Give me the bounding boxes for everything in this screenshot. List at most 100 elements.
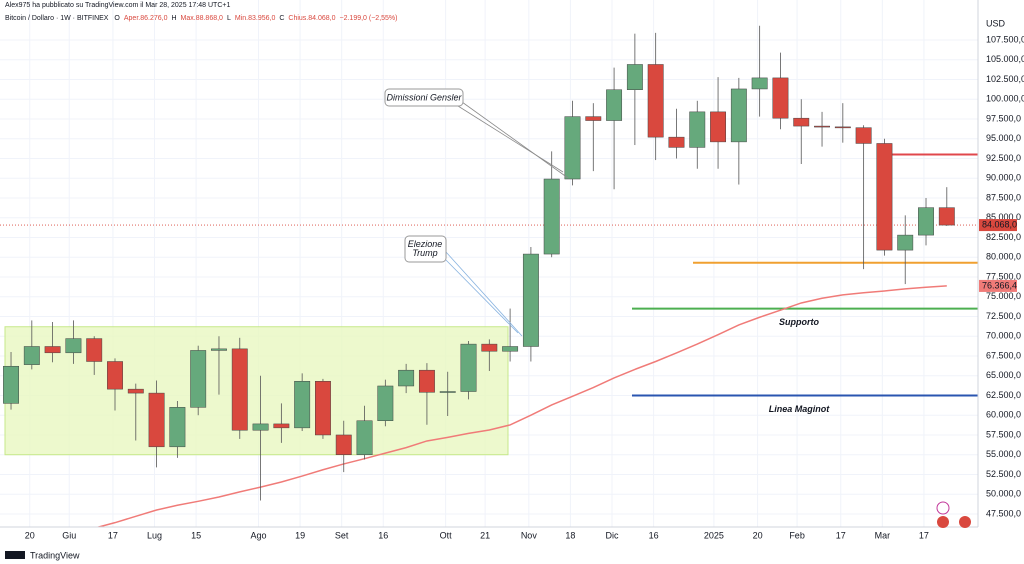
y-tick-label: 85.000,0 [986, 212, 1021, 222]
icon[interactable] [937, 516, 949, 528]
legend-key: H [171, 15, 177, 22]
candle-body [294, 380, 311, 429]
y-tick-label: 67.500,0 [986, 350, 1021, 360]
candle-body [647, 64, 664, 138]
x-tick-label: 17 [108, 530, 118, 540]
candle-body [543, 178, 560, 255]
candle-body [814, 125, 830, 128]
candle-body [481, 343, 498, 352]
x-tick-label: 20 [25, 530, 35, 540]
x-tick-label: Mar [875, 530, 891, 540]
moving-average [95, 285, 947, 527]
legend: Bitcoin / Dollaro · 1W · BITFINEX O Aper.… [5, 15, 402, 22]
y-tick-label: 65.000,0 [986, 370, 1021, 380]
candle-body [148, 392, 165, 448]
callout-line [443, 257, 519, 334]
legend-value: Max.88.868,0 [180, 15, 223, 22]
candle-body [855, 127, 872, 144]
y-tick-label: 80.000,0 [986, 252, 1021, 262]
legend-key: O [114, 15, 120, 22]
candle-body [231, 348, 248, 431]
candle-body [834, 126, 851, 129]
candle-body [107, 361, 123, 390]
x-tick-label: 20 [753, 530, 763, 540]
currency: USD [986, 18, 1006, 28]
y-tick-label: 50.000,0 [986, 489, 1021, 499]
x-tick-label: Feb [789, 530, 805, 540]
x-tick-label: Ago [250, 530, 266, 540]
y-tick-label: 95.000,0 [986, 133, 1021, 143]
candle-body [668, 136, 685, 148]
y-tick-label: 52.500,0 [986, 469, 1021, 479]
candle-body [918, 207, 934, 236]
candle-body [315, 380, 331, 436]
callout-box [384, 88, 464, 107]
x-tick-label: 18 [565, 530, 575, 540]
y-tick-label: 102.500,0 [986, 74, 1024, 84]
candle-body [564, 116, 581, 180]
y-tick-label: 105.000,0 [986, 54, 1024, 64]
x-tick-label: 2025 [704, 530, 724, 540]
legend-value: Chius.84.068,0 [288, 15, 336, 22]
candle-body [190, 350, 207, 408]
callout-line [445, 251, 523, 337]
candle-body [522, 253, 539, 347]
annotation: Dimissioni Gensler [386, 92, 462, 102]
candle-body [169, 407, 186, 448]
candle-body [585, 116, 602, 121]
y-tick-label: 75.000,0 [986, 291, 1021, 301]
top-note: Alex975 ha pubblicato su TradingView.com… [5, 2, 231, 9]
y-tick-label: 107.500,0 [986, 34, 1024, 44]
candle-body [730, 88, 747, 143]
y-tick-label: 82.500,0 [986, 232, 1021, 242]
icon[interactable] [936, 501, 950, 515]
symbol: Bitcoin / Dollaro · 1W · BITFINEX [5, 15, 109, 22]
x-tick-label: 19 [295, 530, 305, 540]
y-tick-label: 62.500,0 [986, 390, 1021, 400]
candle-body [710, 111, 727, 143]
x-tick-label: 17 [836, 530, 846, 540]
candle-body [418, 369, 435, 393]
level-label: Linea Maginot [769, 404, 831, 414]
logo [5, 551, 25, 559]
candle-body [876, 143, 893, 251]
legend-key: L [226, 15, 231, 22]
price-tag-label: 76.366,4 [982, 280, 1017, 290]
candle-body [356, 420, 373, 455]
candle-body [938, 207, 955, 226]
callout-line [457, 105, 564, 173]
callout-line [461, 101, 569, 179]
candle-body [502, 346, 519, 352]
y-tick-label: 100.000,0 [986, 94, 1024, 104]
candle-body [626, 64, 643, 90]
candle-body [460, 343, 477, 392]
candle-body [793, 117, 810, 127]
x-tick-label: 16 [378, 530, 388, 540]
x-tick-label: Ott [440, 530, 453, 540]
candle-body [252, 423, 269, 431]
y-tick-label: 90.000,0 [986, 173, 1021, 183]
level-label: Supporto [779, 317, 819, 327]
x-tick-label: 21 [480, 530, 490, 540]
candle-body [127, 388, 144, 394]
candle-body [897, 234, 914, 251]
icon[interactable] [959, 516, 971, 528]
x-tick-label: Dic [606, 530, 619, 540]
candle-body [606, 89, 623, 121]
x-tick-label: Giu [62, 530, 76, 540]
candle-body [689, 111, 706, 148]
x-tick-label: 16 [649, 530, 659, 540]
y-tick-label: 72.500,0 [986, 311, 1021, 321]
y-tick-label: 57.500,0 [986, 429, 1021, 439]
y-tick-label: 92.500,0 [986, 153, 1021, 163]
candle-body [377, 385, 394, 421]
candle-body [439, 391, 456, 393]
price-tag-label: 84.068,0 [982, 219, 1017, 229]
y-tick-label: 97.500,0 [986, 113, 1021, 123]
y-tick-label: 87.500,0 [986, 192, 1021, 202]
x-tick-label: 17 [919, 530, 929, 540]
x-tick-label: Nov [521, 530, 538, 540]
candle-body [273, 423, 290, 429]
footer: TradingView [30, 550, 80, 560]
